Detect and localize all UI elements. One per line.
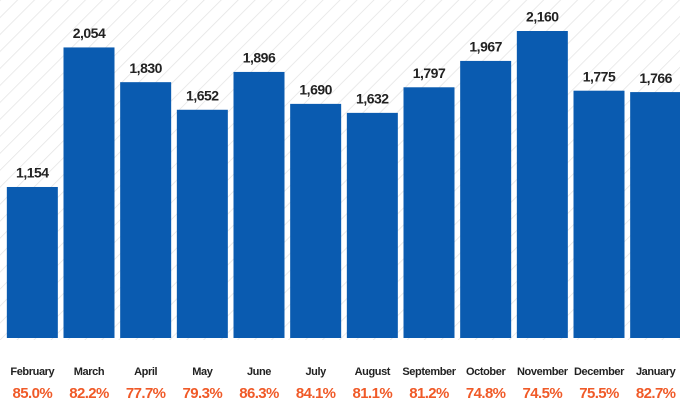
value-label: 2,054 bbox=[73, 25, 106, 41]
value-label: 1,797 bbox=[413, 65, 446, 81]
rate-label: 77.7% bbox=[126, 385, 166, 402]
rate-label: 75.5% bbox=[579, 385, 619, 402]
rate-label: 74.5% bbox=[523, 385, 563, 402]
bar bbox=[120, 82, 172, 338]
bar bbox=[346, 112, 398, 338]
value-label: 1,154 bbox=[16, 165, 49, 181]
x-tick-label: January bbox=[636, 366, 677, 378]
x-tick-label: May bbox=[192, 366, 213, 378]
value-label: 2,160 bbox=[526, 9, 559, 25]
x-tick-label: November bbox=[517, 366, 569, 378]
x-tick-label: April bbox=[134, 366, 157, 378]
value-label: 1,632 bbox=[356, 91, 389, 107]
rate-label: 81.2% bbox=[409, 385, 449, 402]
rate-label: 82.7% bbox=[636, 385, 676, 402]
bar bbox=[516, 31, 568, 338]
value-label: 1,896 bbox=[243, 50, 276, 66]
value-label: 1,690 bbox=[299, 82, 332, 98]
bar bbox=[233, 71, 285, 338]
value-label: 1,830 bbox=[129, 60, 162, 76]
x-tick-label: October bbox=[466, 366, 506, 378]
rate-label: 82.2% bbox=[69, 385, 109, 402]
bar bbox=[176, 109, 228, 339]
x-tick-label: March bbox=[74, 366, 105, 378]
rate-label: 79.3% bbox=[183, 385, 223, 402]
bar bbox=[573, 90, 625, 338]
rate-label: 74.8% bbox=[466, 385, 506, 402]
bar bbox=[63, 47, 115, 339]
x-tick-label: September bbox=[402, 366, 456, 378]
x-tick-label: August bbox=[355, 366, 391, 378]
bar bbox=[290, 103, 342, 338]
value-label: 1,652 bbox=[186, 87, 219, 103]
x-tick-label: December bbox=[574, 366, 625, 378]
value-label: 1,775 bbox=[583, 68, 616, 84]
x-tick-label: June bbox=[247, 366, 271, 378]
bar bbox=[6, 186, 58, 338]
x-tick-label: July bbox=[305, 366, 327, 378]
bar bbox=[460, 60, 512, 338]
rate-label: 84.1% bbox=[296, 385, 336, 402]
x-tick-label: February bbox=[10, 366, 55, 378]
value-label: 1,766 bbox=[639, 70, 672, 86]
value-label: 1,967 bbox=[469, 39, 502, 55]
rate-label: 86.3% bbox=[239, 385, 279, 402]
bar bbox=[630, 92, 680, 338]
rate-label: 81.1% bbox=[353, 385, 393, 402]
bar bbox=[403, 87, 455, 339]
rate-label: 85.0% bbox=[13, 385, 53, 402]
label-area bbox=[0, 340, 680, 407]
